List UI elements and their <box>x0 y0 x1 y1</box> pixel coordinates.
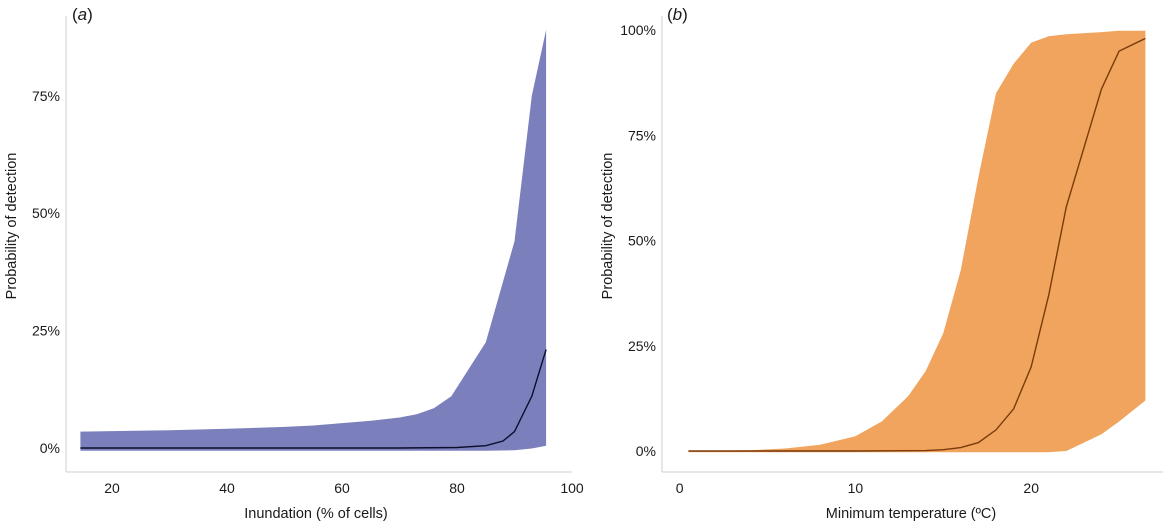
panel-a-y-tick-label: 50% <box>32 205 60 221</box>
panel-a-x-tick-label: 20 <box>104 480 120 496</box>
panel-a-plot <box>80 30 547 451</box>
panel-b-x-ticks: 0 10 20 <box>676 480 1039 496</box>
panel-a-label: (a) <box>72 5 93 24</box>
panel-a-y-title: Probability of detection <box>4 153 20 300</box>
panel-b-y-tick-label: 75% <box>628 127 656 143</box>
panel-b-y-tick-label: 0% <box>636 443 656 459</box>
panel-a-y-ticks: 0% 25% 50% 75% <box>32 88 60 456</box>
panel-b-x-tick-label: 10 <box>848 480 864 496</box>
panel-a-x-tick-label: 100 <box>560 480 584 496</box>
panel-b-confidence-band <box>688 30 1146 453</box>
panel-b-y-tick-label: 100% <box>620 22 656 38</box>
panel-a-y-tick-label: 0% <box>40 440 60 456</box>
panel-b-y-tick-label: 25% <box>628 338 656 354</box>
panel-a-x-title: Inundation (% of cells) <box>244 506 387 522</box>
panel-b-y-ticks: 0% 25% 50% 75% 100% <box>620 22 656 459</box>
panel-a-mean-line <box>80 349 547 449</box>
panel-b-plot <box>688 30 1146 453</box>
panel-b-x-tick-label: 20 <box>1023 480 1039 496</box>
panel-b-x-title: Minimum temperature (ºC) <box>826 506 996 522</box>
panel-b-y-tick-label: 50% <box>628 233 656 249</box>
panel-a-y-tick-label: 75% <box>32 88 60 104</box>
panel-a-confidence-band <box>80 30 547 451</box>
panel-a-y-tick-label: 25% <box>32 323 60 339</box>
panel-b-mean-line <box>688 37 1146 452</box>
panel-a: (a) 20 40 60 80 100 0% 25% 50% 75% Inundation (… <box>4 5 584 522</box>
panel-b-x-tick-label: 0 <box>676 480 684 496</box>
panel-a-x-tick-label: 80 <box>449 480 465 496</box>
panel-a-x-ticks: 20 40 60 80 100 <box>104 480 584 496</box>
panel-a-x-tick-label: 40 <box>219 480 235 496</box>
panel-a-x-tick-label: 60 <box>334 480 350 496</box>
panel-b-y-title: Probability of detection <box>600 153 616 300</box>
panel-b: (b) 0 10 20 0% 25% 50% 75% 100% Minimum temper… <box>600 5 1163 522</box>
panel-b-label: (b) <box>667 5 688 24</box>
